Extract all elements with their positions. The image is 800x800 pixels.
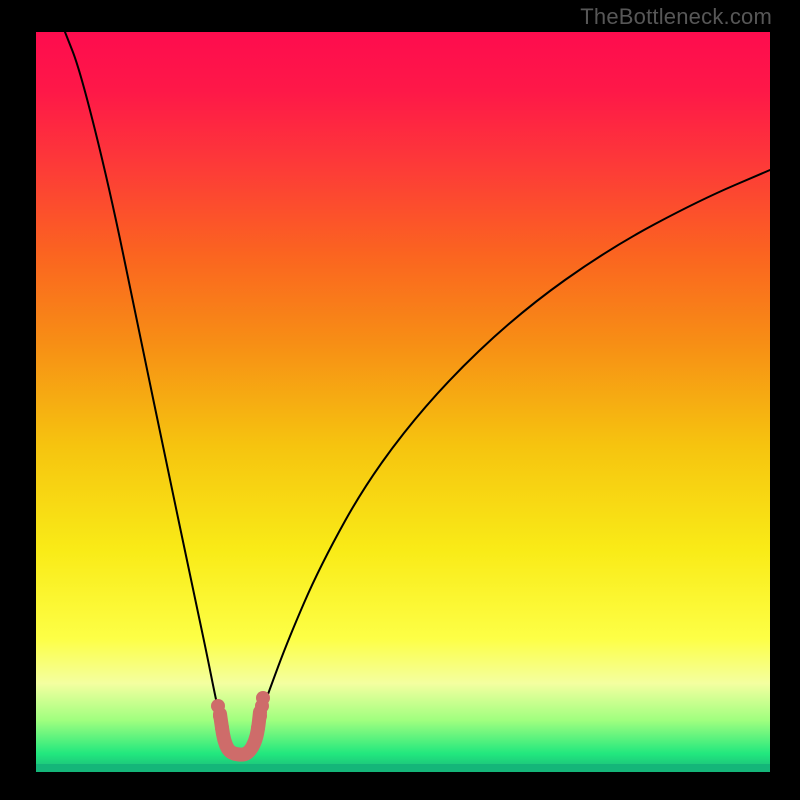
gradient-plot-area bbox=[36, 32, 770, 772]
bottleneck-chart-page: TheBottleneck.com bbox=[0, 0, 800, 800]
valley-marker-bead bbox=[215, 721, 229, 735]
bottom-green-band bbox=[36, 764, 770, 772]
valley-marker-bead bbox=[256, 691, 270, 705]
valley-marker-bead bbox=[251, 721, 265, 735]
bottleneck-chart bbox=[0, 0, 800, 800]
valley-marker-bead bbox=[213, 709, 227, 723]
